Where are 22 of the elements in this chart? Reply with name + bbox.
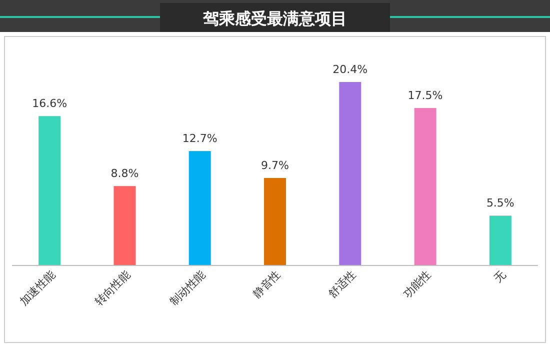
data-label: 17.5% — [408, 89, 443, 102]
bar — [489, 216, 512, 265]
bar — [188, 151, 211, 265]
x-tick-label: 功能性 — [400, 268, 434, 300]
bar — [114, 186, 136, 265]
bar — [38, 116, 61, 265]
bar — [414, 108, 436, 265]
bar — [339, 82, 362, 265]
x-tick-label: 无 — [492, 268, 509, 285]
x-tick-label: 舒适性 — [326, 268, 358, 300]
data-label: 8.8% — [110, 167, 139, 180]
data-label: 12.7% — [182, 132, 218, 146]
bar — [264, 178, 286, 265]
data-label: 20.4% — [332, 63, 368, 76]
x-tick-label: 制动性能 — [168, 268, 208, 308]
x-tick-label: 加速性能 — [17, 268, 58, 308]
x-tick-label: 转向性能 — [92, 268, 133, 308]
chart-title: 驾乘感受最满意项目 — [202, 9, 347, 28]
data-label: 5.5% — [486, 196, 514, 210]
x-tick-label: 静音性 — [250, 268, 284, 300]
data-label: 16.6% — [32, 97, 68, 110]
data-label: 9.7% — [261, 158, 289, 172]
